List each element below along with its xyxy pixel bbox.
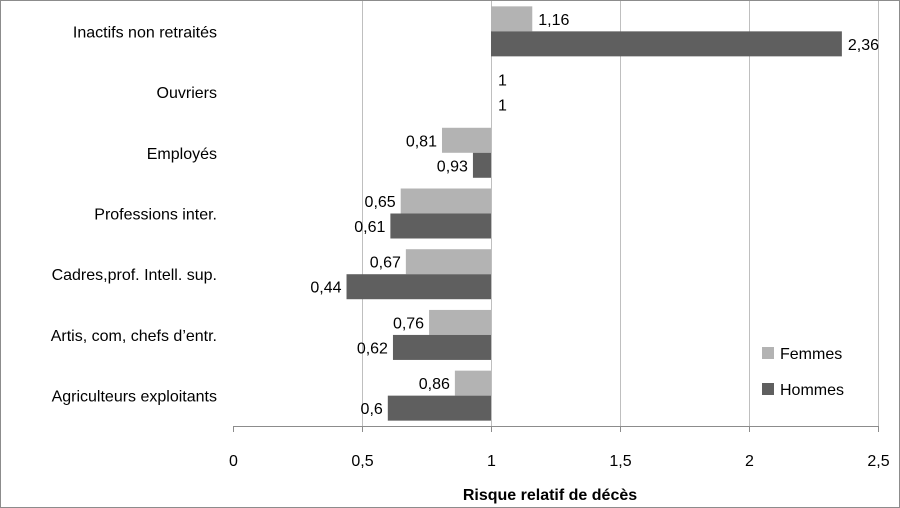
data-label-femmes-5: 0,76 bbox=[393, 315, 424, 332]
bar-femmes-2 bbox=[441, 127, 491, 153]
data-labels: 1,16 2,36 1 1 0,810,93 0,65 0,61 0,67 0,44 0,76 0,… bbox=[310, 12, 879, 418]
bar-hommes-2 bbox=[472, 152, 491, 178]
data-label-femmes-0: 1,16 bbox=[538, 12, 569, 29]
bar-femmes-0 bbox=[491, 6, 533, 32]
category-label: Ouvriers bbox=[157, 85, 217, 102]
x-tick-label: 2,5 bbox=[867, 453, 889, 470]
legend: Femmes Hommes bbox=[762, 346, 844, 399]
x-tick-label: 0 bbox=[229, 453, 238, 470]
bar-femmes-4 bbox=[405, 249, 491, 275]
legend-swatch-femmes bbox=[762, 347, 774, 359]
x-axis-title: Risque relatif de décès bbox=[463, 487, 637, 504]
data-label-hommes-0: 2,36 bbox=[848, 37, 879, 54]
x-tick-label: 1 bbox=[487, 453, 496, 470]
category-label: Inactifs non retraités bbox=[73, 24, 217, 41]
data-label-femmes-6: 0,86 bbox=[419, 376, 450, 393]
data-label-femmes-4: 0,67 bbox=[370, 255, 401, 272]
data-label-hommes-5: 0,62 bbox=[357, 340, 388, 357]
data-label-hommes-2: 0,93 bbox=[437, 158, 468, 175]
data-label-hommes-6: 0,6 bbox=[361, 401, 383, 418]
bar-hommes-3 bbox=[390, 213, 491, 239]
legend-label-femmes: Femmes bbox=[780, 346, 842, 363]
bar-hommes-4 bbox=[346, 274, 491, 300]
bar-femmes-3 bbox=[400, 188, 491, 214]
category-label: Agriculteurs exploitants bbox=[52, 389, 217, 406]
x-axis: 0 0,5 1 1,5 2 2,5 bbox=[229, 426, 890, 470]
x-tick-label: 0,5 bbox=[351, 453, 373, 470]
category-label: Employés bbox=[147, 146, 217, 163]
data-label-femmes-3: 0,65 bbox=[365, 194, 396, 211]
data-label-hommes-1: 1 bbox=[498, 98, 507, 115]
x-tick-label: 1,5 bbox=[609, 453, 631, 470]
bar-femmes-6 bbox=[454, 370, 491, 396]
category-label: Cadres,prof. Intell. sup. bbox=[52, 267, 217, 284]
bar-hommes-0 bbox=[491, 31, 842, 57]
data-label-hommes-4: 0,44 bbox=[310, 280, 341, 297]
data-label-femmes-2: 0,81 bbox=[406, 133, 437, 150]
legend-label-hommes: Hommes bbox=[780, 382, 844, 399]
bar-femmes-5 bbox=[429, 309, 491, 335]
bar-hommes-5 bbox=[392, 334, 491, 360]
category-label: Professions inter. bbox=[94, 207, 217, 224]
data-label-femmes-1: 1 bbox=[498, 73, 507, 90]
bars bbox=[346, 6, 842, 421]
category-labels: Inactifs non retraités Ouvriers Employés Pr… bbox=[51, 24, 217, 405]
gridlines bbox=[362, 1, 879, 426]
category-label: Artis, com, chefs d’entr. bbox=[51, 328, 217, 345]
x-tick-label: 2 bbox=[745, 453, 754, 470]
legend-swatch-hommes bbox=[762, 383, 774, 395]
data-label-hommes-3: 0,61 bbox=[354, 219, 385, 236]
bar-hommes-6 bbox=[387, 395, 491, 421]
